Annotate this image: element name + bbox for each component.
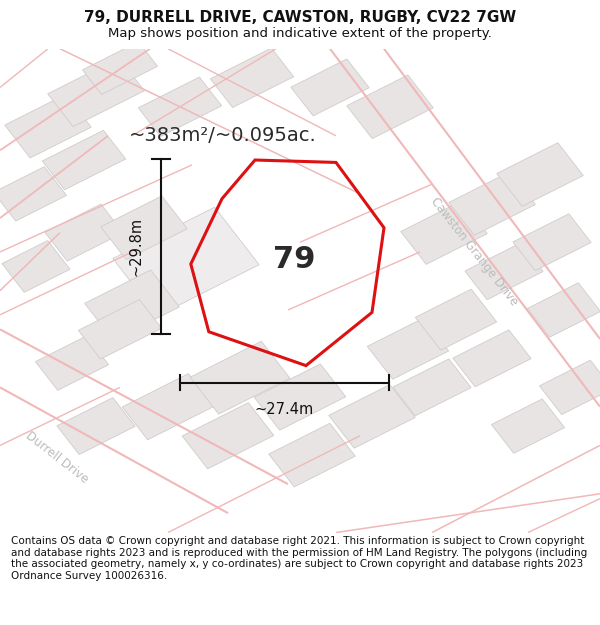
Polygon shape	[139, 77, 221, 136]
Polygon shape	[415, 289, 497, 350]
Polygon shape	[465, 243, 543, 300]
Text: Cawston Grange Drive: Cawston Grange Drive	[428, 196, 520, 309]
Polygon shape	[513, 214, 591, 271]
Polygon shape	[122, 374, 214, 440]
Polygon shape	[57, 398, 135, 454]
Text: Durrell Drive: Durrell Drive	[23, 429, 91, 486]
Polygon shape	[211, 48, 293, 108]
Polygon shape	[367, 318, 449, 379]
Polygon shape	[79, 299, 161, 359]
Polygon shape	[82, 42, 158, 94]
Polygon shape	[347, 75, 433, 139]
Polygon shape	[45, 204, 123, 261]
Polygon shape	[527, 282, 600, 337]
Polygon shape	[539, 360, 600, 414]
Polygon shape	[47, 58, 145, 127]
Text: ~383m²/~0.095ac.: ~383m²/~0.095ac.	[129, 126, 317, 146]
Polygon shape	[491, 399, 565, 453]
Polygon shape	[269, 423, 355, 487]
Polygon shape	[113, 208, 259, 316]
Text: ~27.4m: ~27.4m	[255, 402, 314, 417]
Text: 79: 79	[273, 244, 315, 274]
Polygon shape	[393, 359, 471, 416]
Polygon shape	[2, 241, 70, 292]
Polygon shape	[497, 142, 583, 206]
Polygon shape	[101, 196, 187, 259]
Polygon shape	[182, 402, 274, 469]
Polygon shape	[5, 94, 91, 158]
Polygon shape	[35, 336, 109, 391]
Polygon shape	[453, 330, 531, 387]
Text: Map shows position and indicative extent of the property.: Map shows position and indicative extent…	[108, 27, 492, 40]
Polygon shape	[0, 167, 67, 221]
Polygon shape	[291, 59, 369, 116]
Text: Contains OS data © Crown copyright and database right 2021. This information is : Contains OS data © Crown copyright and d…	[11, 536, 587, 581]
Text: 79, DURRELL DRIVE, CAWSTON, RUGBY, CV22 7GW: 79, DURRELL DRIVE, CAWSTON, RUGBY, CV22 …	[84, 10, 516, 25]
Polygon shape	[254, 364, 346, 430]
Polygon shape	[401, 201, 487, 264]
Polygon shape	[449, 172, 535, 236]
Polygon shape	[85, 270, 179, 340]
Text: ~29.8m: ~29.8m	[129, 217, 144, 276]
Polygon shape	[43, 130, 125, 190]
Polygon shape	[329, 384, 415, 448]
Polygon shape	[190, 341, 290, 414]
